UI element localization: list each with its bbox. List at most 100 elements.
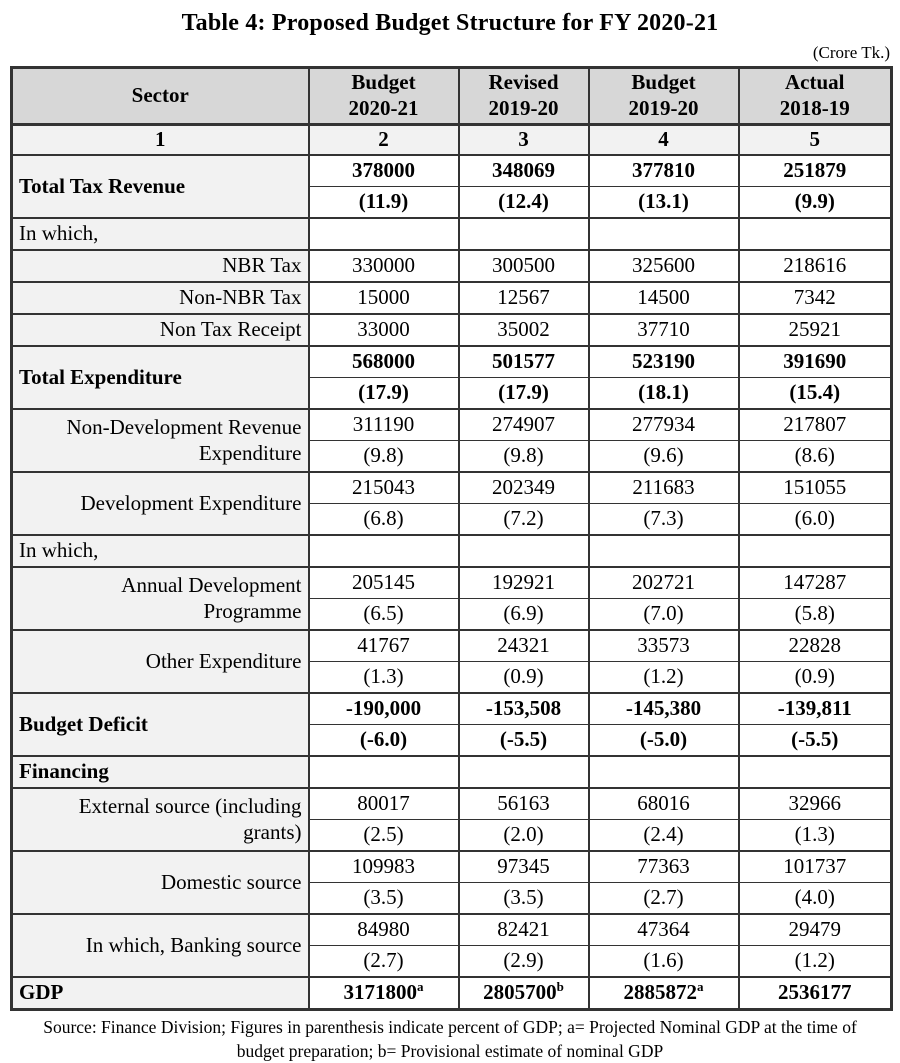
value-cell-external-source-including-grants-0: 80017 [307, 787, 460, 820]
value-cell-total-expenditure-3: 391690 [737, 345, 893, 378]
sector-label-development-expenditure: Development Expenditure [10, 471, 310, 536]
value-cell-budget-deficit-0: -190,000 [307, 692, 460, 725]
pct-cell-in-which-banking-source-3: (1.2) [737, 945, 893, 978]
value-cell-in-which-2 [587, 217, 740, 251]
value-cell-non-nbr-tax-1: 12567 [457, 281, 590, 315]
sector-label-annual-development-programme: Annual Development Programme [10, 566, 310, 631]
value-cell-total-tax-revenue-3: 251879 [737, 154, 893, 187]
value-cell-budget-deficit-2: -145,380 [587, 692, 740, 725]
value-cell-financing-1 [457, 755, 590, 789]
sector-label-external-source-including-grants: External source (including grants) [10, 787, 310, 852]
pct-cell-domestic-source-0: (3.5) [307, 882, 460, 915]
table-row-total-tax-revenue: Total Tax Revenue 378000 348069 377810 25187… [10, 154, 893, 219]
value-cell-gdp-2: 2885872a [587, 976, 740, 1011]
value-cell-in-which-2 [587, 534, 740, 568]
pct-cell-domestic-source-3: (4.0) [737, 882, 893, 915]
value-cell-nbr-tax-0: 330000 [307, 249, 460, 283]
pct-cell-total-tax-revenue-1: (12.4) [457, 186, 590, 219]
value-cell-total-expenditure-0: 568000 [307, 345, 460, 378]
pct-cell-in-which-banking-source-1: (2.9) [457, 945, 590, 978]
pct-cell-development-expenditure-1: (7.2) [457, 503, 590, 536]
value-cell-non-development-revenue-expenditure-2: 277934 [587, 408, 740, 441]
pct-cell-annual-development-programme-1: (6.9) [457, 598, 590, 631]
value-cell-budget-deficit-3: -139,811 [737, 692, 893, 725]
value-cell-total-expenditure-1: 501577 [457, 345, 590, 378]
value-cell-gdp-1: 2805700b [457, 976, 590, 1011]
table-row-total-expenditure: Total Expenditure 568000 501577 523190 39169… [10, 345, 893, 410]
table-row-in-which: In which, [10, 217, 893, 251]
value-cell-other-expenditure-0: 41767 [307, 629, 460, 662]
table-row-nbr-tax: NBR Tax 330000 300500 325600 218616 [10, 249, 893, 283]
column-header-3: Budget 2019-20 [587, 66, 740, 126]
pct-cell-other-expenditure-2: (1.2) [587, 661, 740, 694]
value-cell-annual-development-programme-3: 147287 [737, 566, 893, 599]
sector-label-other-expenditure: Other Expenditure [10, 629, 310, 694]
value-cell-other-expenditure-3: 22828 [737, 629, 893, 662]
table-row-external-source-including-grants: External source (including grants) 80017 5… [10, 787, 893, 852]
sector-label-non-development-revenue-expenditure: Non-Development Revenue Expenditure [10, 408, 310, 473]
footnote-marker: b [556, 979, 564, 995]
sector-label-nbr-tax: NBR Tax [10, 249, 310, 283]
table-title: Table 4: Proposed Budget Structure for F… [181, 10, 719, 36]
value-cell-annual-development-programme-0: 205145 [307, 566, 460, 599]
table-row-other-expenditure-pct: (1.3) (0.9) (1.2) (0.9) [12, 661, 893, 694]
footnote-marker: a [417, 979, 424, 995]
table-row-in-which: In which, [10, 534, 893, 568]
pct-cell-annual-development-programme-2: (7.0) [587, 598, 740, 631]
pct-cell-domestic-source-1: (3.5) [457, 882, 590, 915]
value-cell-other-expenditure-2: 33573 [587, 629, 740, 662]
sector-label-domestic-source: Domestic source [10, 850, 310, 915]
value-cell-total-expenditure-2: 523190 [587, 345, 740, 378]
sector-label-non-tax-receipt: Non Tax Receipt [10, 313, 310, 347]
value-cell-non-tax-receipt-3: 25921 [737, 313, 893, 347]
value-cell-external-source-including-grants-3: 32966 [737, 787, 893, 820]
column-number-4: 5 [737, 123, 893, 156]
value-cell-non-nbr-tax-2: 14500 [587, 281, 740, 315]
value-cell-non-tax-receipt-0: 33000 [307, 313, 460, 347]
pct-cell-non-development-revenue-expenditure-1: (9.8) [457, 440, 590, 473]
value-cell-nbr-tax-1: 300500 [457, 249, 590, 283]
table-row-annual-development-programme: Annual Development Programme 205145 192921… [10, 566, 893, 631]
pct-cell-non-development-revenue-expenditure-2: (9.6) [587, 440, 740, 473]
sector-label-in-which-banking-source: In which, Banking source [10, 913, 310, 978]
value-cell-financing-2 [587, 755, 740, 789]
pct-cell-annual-development-programme-0: (6.5) [307, 598, 460, 631]
column-number-3: 4 [587, 123, 740, 156]
value-cell-external-source-including-grants-2: 68016 [587, 787, 740, 820]
pct-cell-total-expenditure-0: (17.9) [307, 377, 460, 410]
value-cell-non-development-revenue-expenditure-3: 217807 [737, 408, 893, 441]
column-number-2: 3 [457, 123, 590, 156]
footnote-marker: a [697, 979, 704, 995]
value-cell-in-which-1 [457, 217, 590, 251]
value-cell-nbr-tax-3: 218616 [737, 249, 893, 283]
value-cell-development-expenditure-3: 151055 [737, 471, 893, 504]
value-cell-non-tax-receipt-1: 35002 [457, 313, 590, 347]
pct-cell-total-tax-revenue-3: (9.9) [737, 186, 893, 219]
value-cell-in-which-1 [457, 534, 590, 568]
value-cell-external-source-including-grants-1: 56163 [457, 787, 590, 820]
table-row-other-expenditure: Other Expenditure 41767 24321 33573 22828 [10, 629, 893, 694]
table-row-non-development-revenue-expenditure: Non-Development Revenue Expenditure 31119… [10, 408, 893, 473]
pct-cell-development-expenditure-3: (6.0) [737, 503, 893, 536]
pct-cell-non-development-revenue-expenditure-3: (8.6) [737, 440, 893, 473]
table-body: Total Tax Revenue 378000 348069 377810 25187… [10, 154, 893, 1011]
pct-cell-other-expenditure-1: (0.9) [457, 661, 590, 694]
table-row-non-tax-receipt: Non Tax Receipt 33000 35002 37710 25921 [10, 313, 893, 347]
value-cell-development-expenditure-1: 202349 [457, 471, 590, 504]
value-cell-total-tax-revenue-1: 348069 [457, 154, 590, 187]
column-header-4: Actual 2018-19 [737, 66, 893, 126]
value-cell-in-which-3 [737, 217, 893, 251]
value-cell-domestic-source-0: 109983 [307, 850, 460, 883]
table-row-development-expenditure: Development Expenditure 215043 202349 21168… [10, 471, 893, 536]
sector-label-total-tax-revenue: Total Tax Revenue [10, 154, 310, 219]
value-cell-nbr-tax-2: 325600 [587, 249, 740, 283]
value-cell-gdp-0: 3171800a [307, 976, 460, 1011]
pct-cell-total-expenditure-3: (15.4) [737, 377, 893, 410]
sector-label-in-which: In which, [10, 217, 310, 251]
table-row-external-source-including-grants-pct: (2.5) (2.0) (2.4) (1.3) [12, 819, 893, 852]
value-cell-domestic-source-2: 77363 [587, 850, 740, 883]
value-cell-in-which-0 [307, 217, 460, 251]
value-cell-annual-development-programme-2: 202721 [587, 566, 740, 599]
